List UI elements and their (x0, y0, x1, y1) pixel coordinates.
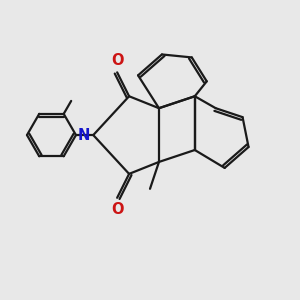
Text: O: O (111, 202, 123, 217)
Text: O: O (111, 53, 123, 68)
Text: N: N (77, 128, 90, 142)
